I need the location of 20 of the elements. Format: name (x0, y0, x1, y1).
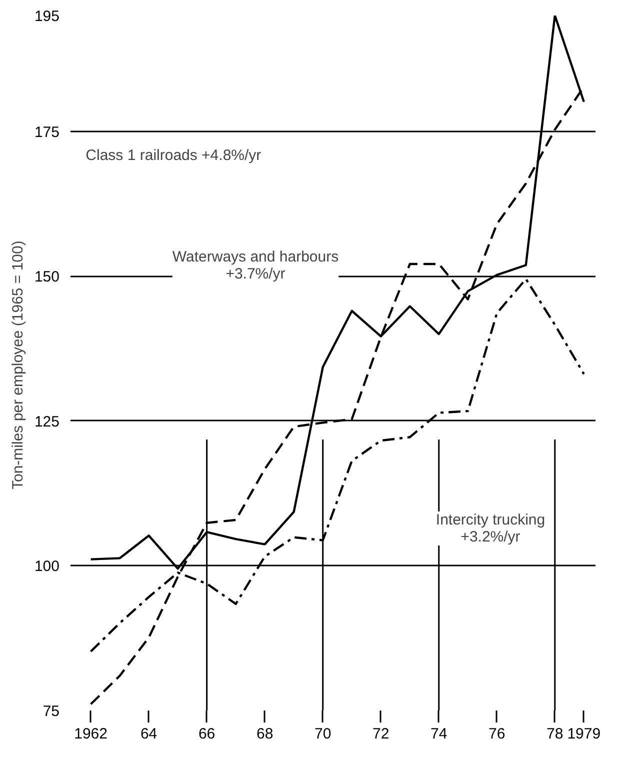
y-axis-title: Ton-miles per employee (1965 = 100) (9, 240, 26, 490)
y-tick-label: 75 (42, 703, 60, 720)
annotation: Waterways and harbours +3.7%/yr (172, 248, 339, 282)
x-tick-label: 76 (488, 726, 506, 742)
x-tick-label: 66 (198, 726, 216, 742)
y-tick-label: 150 (34, 268, 60, 286)
x-tick-label: 70 (314, 726, 332, 742)
x-tick-label: 68 (256, 726, 274, 742)
x-tick-label: 78 (546, 726, 564, 742)
y-tick-label: 100 (34, 558, 60, 576)
x-tick-label: 1979 (567, 726, 601, 742)
x-tick-label: 72 (372, 726, 390, 742)
x-tick-label: 1962 (74, 726, 108, 742)
y-tick-label: 125 (34, 413, 60, 430)
annotation: Intercity trucking +3.2%/yr (436, 512, 546, 546)
x-tick-label: 64 (140, 726, 158, 742)
x-tick-label: 74 (430, 726, 448, 742)
annotation: Class 1 railroads +4.8%/yr (86, 147, 262, 164)
y-tick-label: 175 (34, 124, 60, 141)
y-tick-label: 195 (34, 8, 60, 25)
